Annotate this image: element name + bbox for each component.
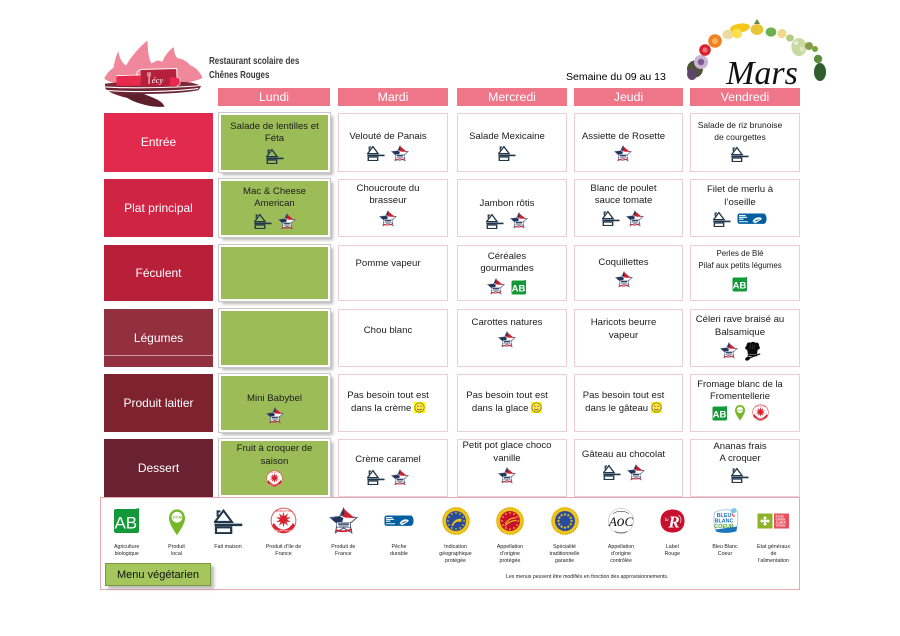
svg-text:R: R: [667, 512, 679, 531]
svg-text:GÉNÉR.: GÉNÉR.: [776, 516, 787, 521]
svg-text:LOCAL: LOCAL: [170, 515, 184, 519]
svg-text:AB: AB: [712, 410, 726, 421]
svg-text:COEUR: COEUR: [714, 523, 734, 529]
svg-text:ALIMEN: ALIMEN: [776, 520, 786, 524]
svg-text:îledeFrance: îledeFrance: [755, 418, 765, 421]
svg-text:AB: AB: [114, 513, 137, 532]
svg-text:TATION: TATION: [776, 523, 786, 527]
svg-text:AB: AB: [733, 280, 747, 291]
svg-text:Mars: Mars: [725, 55, 798, 92]
svg-text:PRODUCT EN: PRODUCT EN: [269, 472, 281, 474]
svg-text:LOCAL: LOCAL: [736, 409, 744, 412]
svg-text:écy: écy: [152, 75, 164, 85]
svg-text:îledeFrance: îledeFrance: [270, 483, 280, 486]
svg-text:PRODUCT EN: PRODUCT EN: [275, 509, 292, 513]
svg-text:AoC: AoC: [608, 513, 634, 530]
svg-text:BLANC: BLANC: [714, 518, 733, 524]
svg-text:îledeFrance: îledeFrance: [276, 529, 292, 533]
svg-text:BLEU: BLEU: [716, 513, 731, 519]
svg-text:PRODUCT EN: PRODUCT EN: [755, 406, 767, 408]
svg-text:AB: AB: [512, 283, 526, 294]
svg-text:la: la: [664, 516, 668, 522]
svg-text:ÉTATS: ÉTATS: [776, 513, 785, 518]
